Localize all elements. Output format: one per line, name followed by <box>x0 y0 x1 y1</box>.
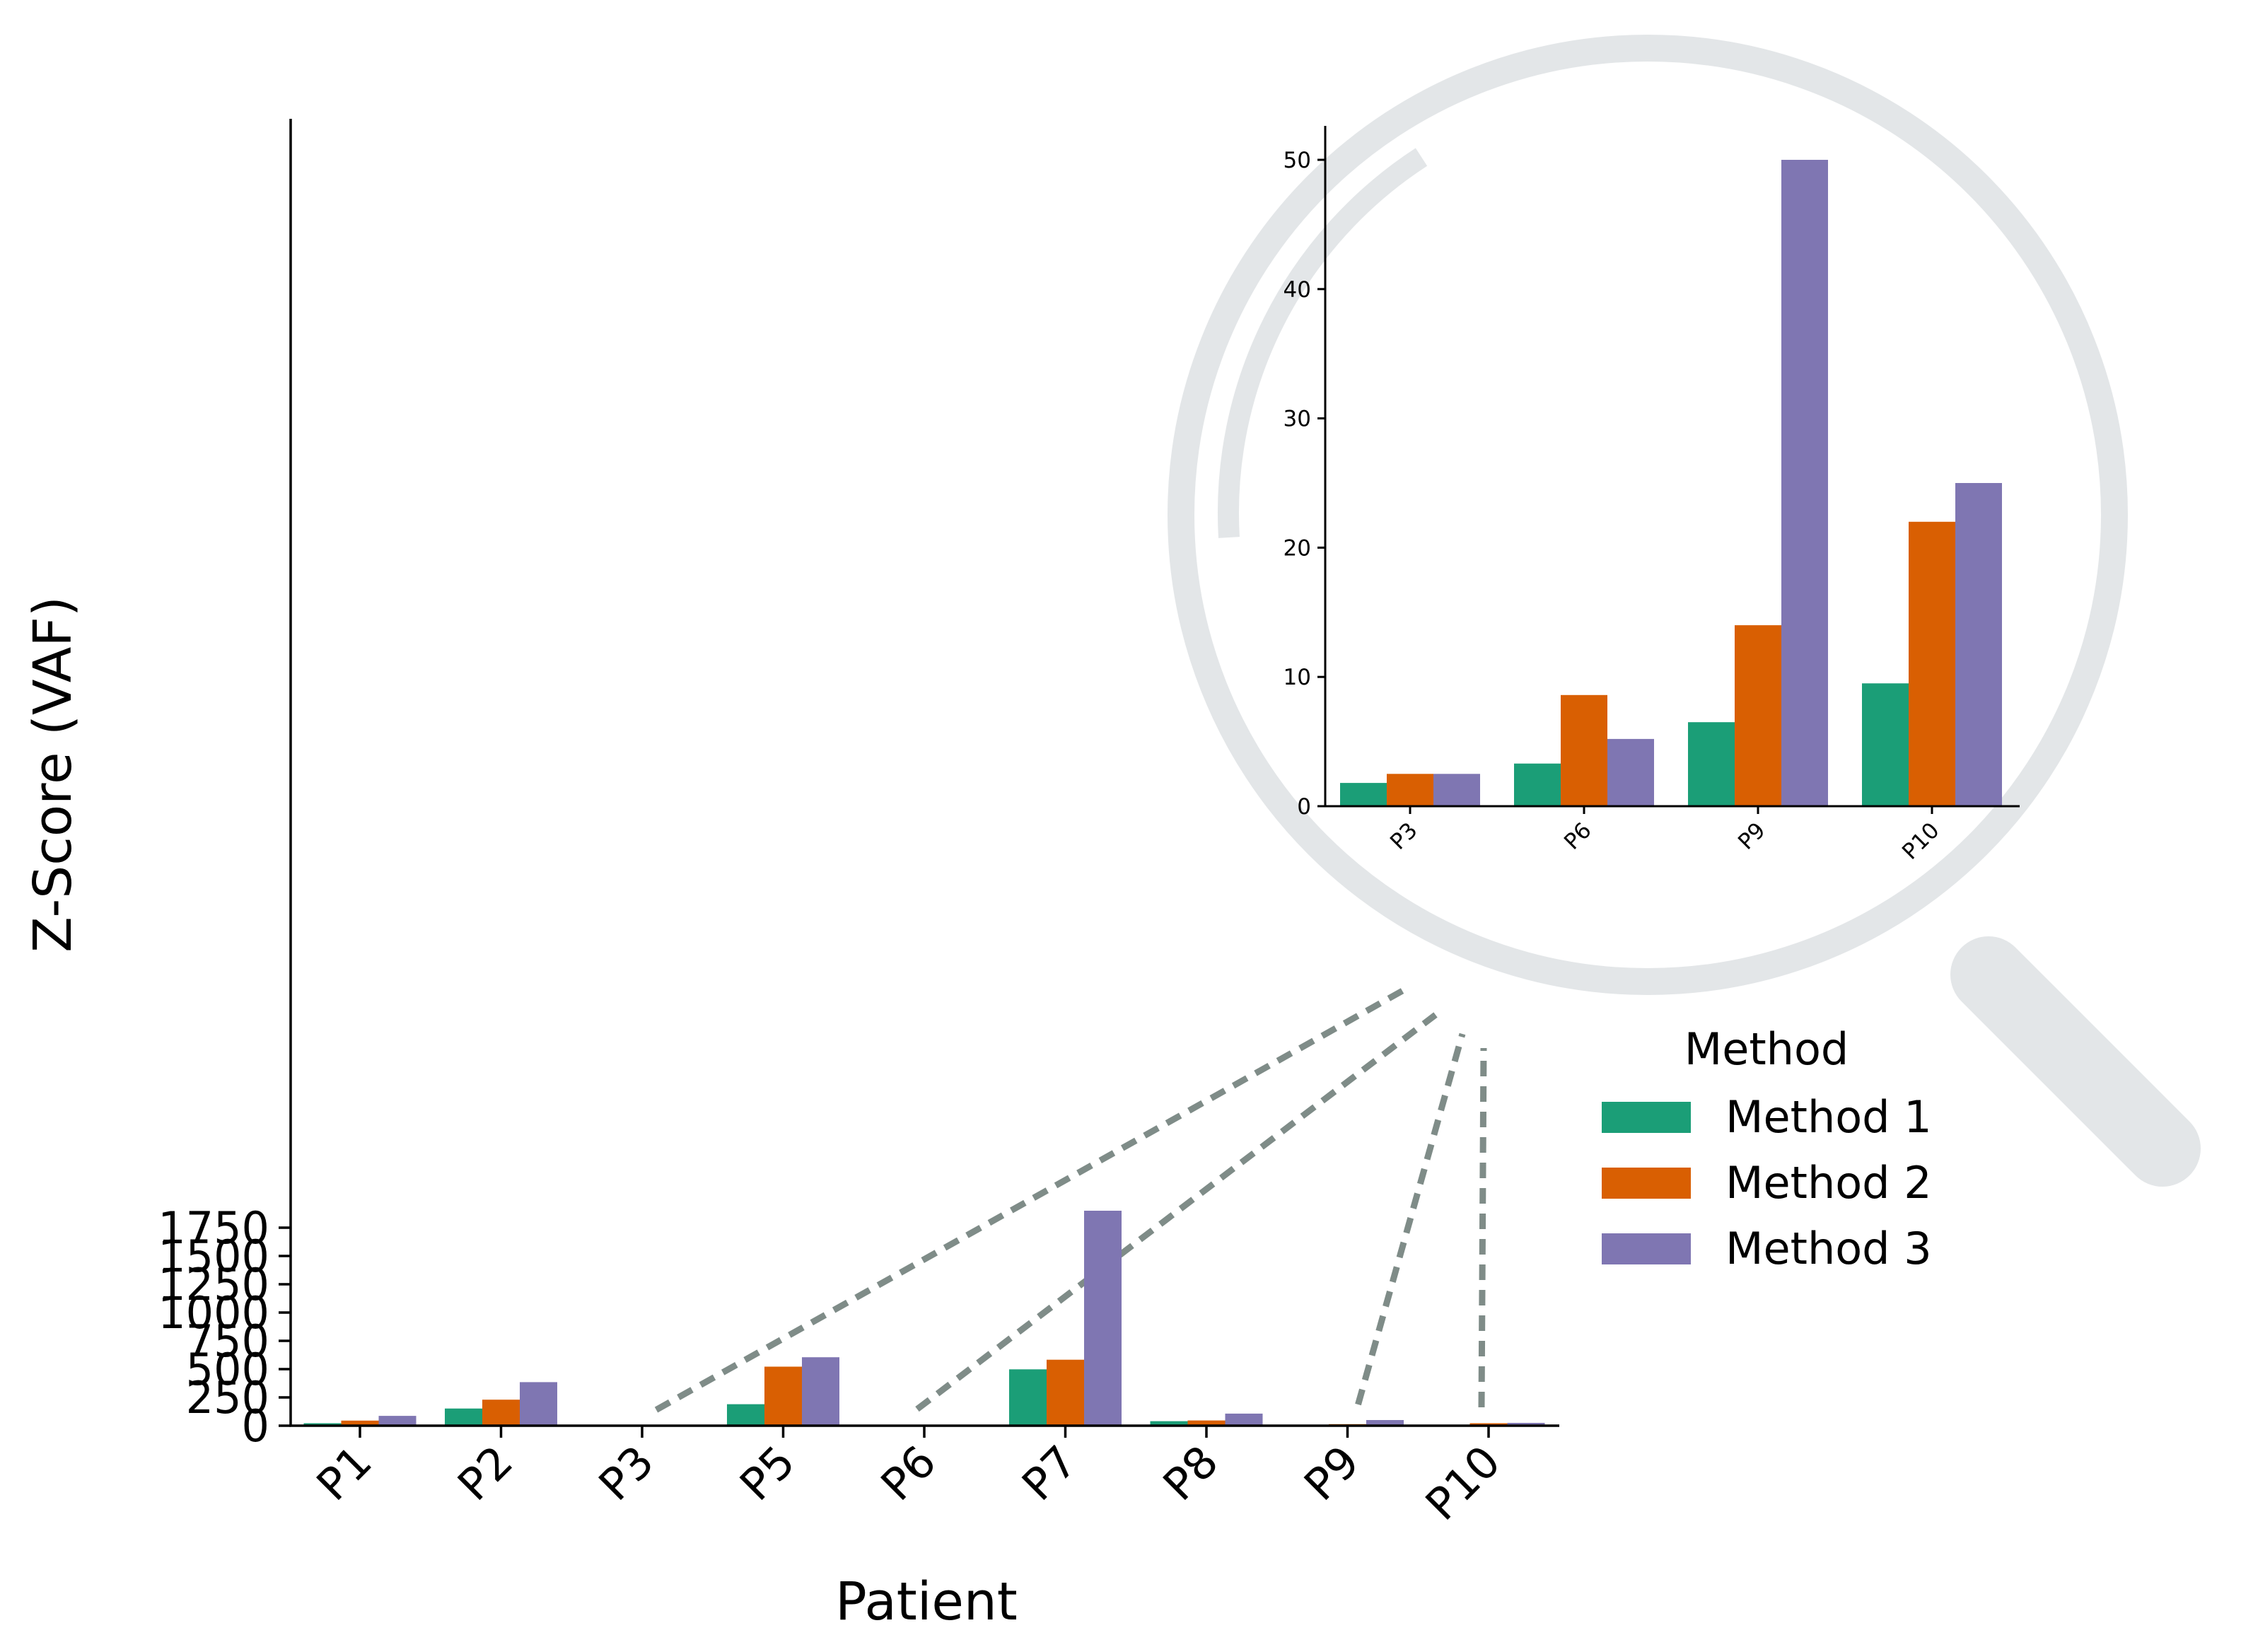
magnifier-handle <box>1950 936 2201 1187</box>
magnifier-icon <box>1168 35 2201 1187</box>
x-tick-label: P8 <box>1153 1436 1228 1511</box>
legend-swatch-method2 <box>1602 1168 1691 1199</box>
x-tick-label: P9 <box>1294 1436 1369 1511</box>
legend: Method Method 1 Method 2 Method 3 <box>1602 1023 1932 1274</box>
inset-y-tick-label: 50 <box>1284 148 1311 173</box>
bar-p7-method2 <box>1047 1359 1084 1426</box>
inset-y-tick-label: 30 <box>1284 407 1311 432</box>
bar-p7-method3 <box>1084 1211 1122 1426</box>
inset-y-tick-label: 40 <box>1284 277 1311 303</box>
inset-bar-p6-method2 <box>1561 694 1607 806</box>
inset-bar-p9-method2 <box>1735 625 1781 806</box>
inset-y-tick-label: 0 <box>1297 794 1311 820</box>
x-axis-label: Patient <box>835 1571 1018 1632</box>
magnifier-lens-ring <box>1168 35 2128 995</box>
bar-p7-method1 <box>1009 1369 1047 1426</box>
legend-title: Method <box>1684 1023 1849 1075</box>
legend-swatch-method1 <box>1602 1102 1691 1133</box>
inset-bar-p6-method3 <box>1607 738 1654 806</box>
inset-x-tick-label: P6 <box>1559 818 1597 855</box>
y-tick-label: 1000 <box>158 1287 269 1339</box>
y-tick-label: 500 <box>186 1344 269 1395</box>
inset-bars <box>1340 160 2002 806</box>
y-tick-label: 1250 <box>158 1259 269 1310</box>
bar-p8-method3 <box>1225 1413 1263 1426</box>
y-tick-label: 0 <box>242 1400 269 1452</box>
bar-p5-method3 <box>802 1357 839 1426</box>
x-tick-label: P7 <box>1012 1436 1087 1511</box>
bar-p5-method2 <box>764 1366 802 1426</box>
zoom-connectors <box>654 987 1487 1413</box>
legend-label-method1: Method 1 <box>1725 1091 1932 1143</box>
inset-bar-p10-method2 <box>1909 521 1955 806</box>
inset-y-tick-label: 10 <box>1284 665 1311 690</box>
x-tick-label: P6 <box>871 1436 946 1511</box>
bar-p2-method2 <box>482 1400 520 1426</box>
y-axis-label: Z-Score (VAF) <box>23 596 83 953</box>
main-bars <box>303 1211 1545 1426</box>
legend-label-method3: Method 3 <box>1725 1223 1932 1274</box>
inset-bar-p3-method3 <box>1433 774 1480 806</box>
bar-p9-method3 <box>1366 1420 1404 1426</box>
inset-y-tick-label: 20 <box>1284 535 1311 561</box>
x-tick-label: P5 <box>730 1436 805 1511</box>
legend-label-method2: Method 2 <box>1725 1157 1932 1209</box>
zoom-connector-p6 <box>915 1012 1438 1412</box>
bar-p2-method3 <box>520 1382 557 1426</box>
bar-p1-method2 <box>341 1420 379 1426</box>
magnifier-glare <box>1218 148 1428 538</box>
x-tick-label: P3 <box>589 1436 664 1511</box>
y-tick-label: 1750 <box>158 1202 269 1254</box>
bar-p5-method1 <box>727 1404 764 1426</box>
zoom-connector-p3 <box>654 987 1406 1413</box>
bar-p8-method1 <box>1150 1421 1188 1426</box>
inset-x-tick-label: P10 <box>1897 818 1945 865</box>
inset-x-tick-label: P9 <box>1733 818 1771 855</box>
legend-swatch-method3 <box>1602 1233 1691 1264</box>
zoom-connector-p10 <box>1478 1047 1487 1408</box>
bar-p10-method3 <box>1507 1423 1545 1426</box>
inset-bar-p3-method1 <box>1340 783 1387 806</box>
y-tick-label: 1500 <box>158 1231 269 1282</box>
inset-bar-p10-method1 <box>1862 683 1909 806</box>
bar-p8-method2 <box>1187 1420 1226 1426</box>
inset-bar-p3-method2 <box>1387 774 1433 806</box>
y-tick-label: 750 <box>186 1315 269 1367</box>
inset-x-tick-label: P3 <box>1385 818 1423 855</box>
zoom-connector-p9 <box>1355 1032 1466 1406</box>
bar-p1-method3 <box>378 1416 417 1426</box>
inset-bar-p10-method3 <box>1955 483 2002 806</box>
x-tick-label: P1 <box>307 1436 382 1511</box>
x-tick-label: P10 <box>1416 1436 1511 1530</box>
bar-p2-method1 <box>445 1408 482 1426</box>
y-tick-label: 250 <box>186 1372 269 1424</box>
inset-bar-p9-method1 <box>1688 722 1735 806</box>
inset-bar-p6-method1 <box>1514 763 1561 806</box>
inset-bar-p9-method3 <box>1781 160 1828 806</box>
x-tick-label: P2 <box>448 1436 523 1511</box>
